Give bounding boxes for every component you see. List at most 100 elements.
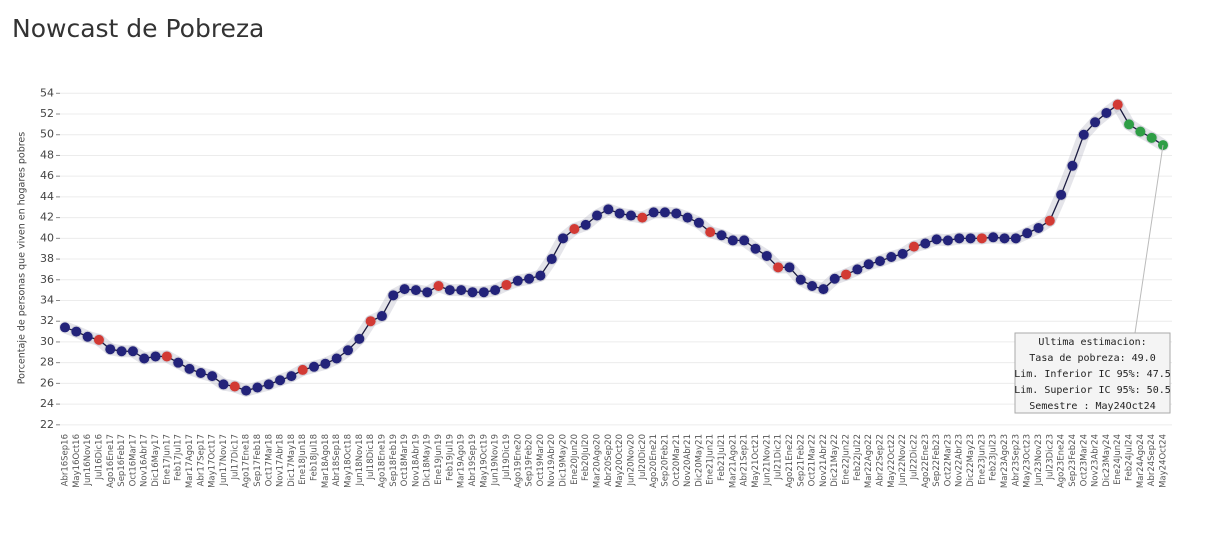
point: [682, 212, 693, 223]
point: [1135, 126, 1146, 137]
point: [524, 273, 535, 284]
y-tick-label: 48: [40, 148, 54, 161]
x-tick-label: May23Oct23: [1023, 434, 1033, 488]
x-tick-label: Sep22Feb23: [932, 434, 942, 487]
point: [580, 219, 591, 230]
y-tick-label: 26: [40, 376, 54, 389]
x-tick-label: Oct21Mar22: [808, 434, 818, 486]
y-tick-label: 32: [40, 314, 54, 327]
point: [829, 273, 840, 284]
x-tick-label: May19Oct19: [479, 434, 489, 488]
x-tick-label: Jul23Dic23: [1045, 434, 1055, 480]
point: [999, 233, 1010, 244]
y-tick-label: 30: [40, 335, 54, 348]
point: [625, 210, 636, 221]
y-tick-label: 46: [40, 169, 54, 182]
point: [784, 262, 795, 273]
point: [309, 361, 320, 372]
x-tick-label: Feb20Jul20: [581, 434, 591, 481]
y-axis-label: Porcentaje de personas que viven en hoga…: [17, 132, 28, 384]
point: [931, 234, 942, 245]
tooltip-title: Ultima estimacion:: [1038, 337, 1146, 348]
x-tick-label: Nov19Abr20: [547, 434, 557, 487]
x-tick-label: Sep18Feb19: [389, 434, 399, 487]
point: [897, 248, 908, 259]
point: [705, 227, 716, 238]
point: [693, 217, 704, 228]
x-tick-label: Ago17Ene18: [242, 434, 252, 488]
x-tick-label: Nov20Abr21: [683, 434, 693, 487]
y-tick-label: 38: [40, 252, 54, 265]
line-segment: [1071, 134, 1085, 167]
point: [727, 235, 738, 246]
point: [127, 346, 138, 357]
point: [207, 371, 218, 382]
x-tick-label: Ene22Jun22: [842, 434, 852, 485]
x-tick-label: Mar20Ago20: [593, 434, 603, 488]
point: [195, 368, 206, 379]
x-tick-label: Jun21Nov21: [762, 434, 772, 487]
y-tick-label: 54: [40, 86, 54, 99]
point: [184, 363, 195, 374]
x-tick-label: Mar21Ago21: [728, 434, 738, 488]
x-tick-label: Jul22Dic22: [909, 434, 919, 480]
x-tick-label: Jun20Nov20: [626, 434, 636, 487]
tooltip-row: Tasa de pobreza: 49.0: [1029, 353, 1155, 364]
point: [150, 351, 161, 362]
y-tick-label: 42: [40, 211, 54, 224]
point: [105, 344, 116, 355]
point: [410, 285, 421, 296]
y-tick-label: 52: [40, 107, 54, 120]
point: [1090, 117, 1101, 128]
y-tick-label: 28: [40, 356, 54, 369]
x-tick-label: Ene17Jun17: [162, 434, 172, 485]
point: [852, 264, 863, 275]
point: [252, 382, 263, 393]
point: [773, 262, 784, 273]
x-tick-label: Oct17Mar18: [264, 434, 274, 486]
point: [614, 208, 625, 219]
point: [241, 385, 252, 396]
point: [467, 287, 478, 298]
x-tick-label: Jun18Nov18: [355, 434, 365, 487]
point: [275, 375, 286, 386]
point: [1112, 99, 1123, 110]
x-tick-label: Ene23Jun23: [977, 434, 987, 485]
point: [354, 333, 365, 344]
x-tick-label: Ene24Jun24: [1113, 434, 1123, 485]
x-tick-label: Ago19Ene20: [513, 434, 523, 488]
point: [965, 233, 976, 244]
y-tick-label: 22: [40, 418, 54, 431]
x-tick-label: Jun19Nov19: [491, 434, 501, 487]
x-tick-label: Sep20Feb21: [660, 434, 670, 487]
point: [478, 287, 489, 298]
x-tick-label: Oct19Mar20: [536, 434, 546, 486]
point: [1010, 233, 1021, 244]
point: [139, 353, 150, 364]
point: [444, 285, 455, 296]
x-tick-label: Ago21Ene22: [785, 434, 795, 488]
point: [331, 353, 342, 364]
x-tick-label: Jul17Dic17: [230, 434, 240, 480]
x-tick-label: May18Oct18: [343, 434, 353, 488]
point: [93, 334, 104, 345]
x-tick-label: Dic22May23: [966, 434, 976, 487]
x-tick-label: Ene18Jun18: [298, 434, 308, 485]
tooltip-row: Semestre : May24Oct24: [1029, 401, 1155, 412]
point: [671, 208, 682, 219]
x-tick-label: May22Oct22: [887, 434, 897, 488]
x-tick-label: Ene19Jun19: [434, 434, 444, 485]
point: [976, 233, 987, 244]
x-tick-label: Ene20Jun20: [570, 434, 580, 485]
x-tick-label: Jun16Nov16: [83, 434, 93, 487]
x-tick-label: Oct20Mar21: [672, 434, 682, 486]
point: [501, 279, 512, 290]
point: [433, 280, 444, 291]
x-tick-label: Ago22Ene23: [921, 434, 931, 488]
x-tick-label: Dic20May21: [694, 434, 704, 487]
x-tick-label: Ene21Jun21: [706, 434, 716, 485]
x-tick-label: Jul18Dic18: [366, 434, 376, 480]
point: [750, 243, 761, 254]
point: [218, 379, 229, 390]
x-tick-label: Nov21Abr22: [819, 434, 829, 487]
